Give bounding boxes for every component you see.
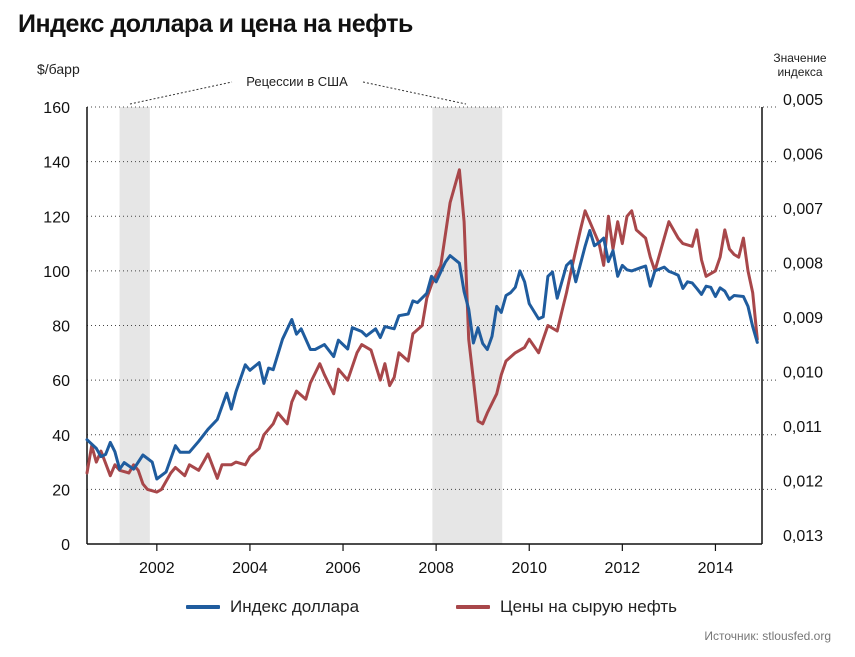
right-tick-label: 0,012: [783, 474, 823, 491]
left-tick-label: 40: [52, 428, 70, 445]
left-tick-label: 60: [52, 373, 70, 390]
right-tick-label: 0,008: [783, 256, 823, 273]
x-tick-label: 2004: [232, 560, 268, 577]
recession-label-leader-right: [362, 81, 467, 105]
right-tick-label: 0,007: [783, 201, 823, 218]
recession-band-1: [119, 107, 150, 544]
left-tick-label: 120: [43, 209, 70, 226]
right-tick-label: 0,013: [783, 528, 823, 545]
right-axis-label-line2: индекса: [777, 65, 822, 79]
legend-oil-swatch: [456, 605, 490, 609]
x-tick-label: 2002: [139, 560, 175, 577]
legend-dollar-swatch: [186, 605, 220, 609]
legend-dollar-label: Индекс доллара: [230, 597, 360, 616]
series-oil-price-line: [85, 168, 759, 494]
left-axis-label: $/барр: [37, 61, 80, 77]
left-tick-label: 100: [43, 264, 70, 281]
x-tick-label: 2008: [418, 560, 454, 577]
right-axis-label-line1: Значение: [773, 51, 827, 65]
left-tick-label: 160: [43, 100, 70, 117]
left-tick-label: 0: [61, 537, 70, 554]
chart-title: Индекс доллара и цена на нефть: [18, 10, 413, 38]
x-tick-label: 2012: [605, 560, 641, 577]
x-tick-label: 2006: [325, 560, 361, 577]
x-tick-label: 2010: [511, 560, 547, 577]
source-note: Источник: stlousfed.org: [704, 629, 831, 643]
recession-label-leader-left: [129, 81, 233, 105]
legend-oil-label: Цены на сырую нефть: [500, 597, 677, 616]
legend-oil: Цены на сырую нефть: [456, 597, 677, 617]
left-tick-label: 20: [52, 482, 70, 499]
right-tick-label: 0,011: [783, 419, 822, 436]
series-dollar-index-line: [85, 229, 759, 481]
legend-dollar: Индекс доллара: [186, 597, 359, 617]
right-tick-label: 0,005: [783, 92, 823, 109]
x-tick-label: 2014: [698, 560, 734, 577]
right-tick-label: 0,006: [783, 147, 823, 164]
left-tick-label: 80: [52, 319, 70, 336]
right-tick-label: 0,010: [783, 365, 823, 382]
left-tick-label: 140: [43, 155, 70, 172]
recession-label: Рецессии в США: [246, 74, 348, 89]
right-tick-label: 0,009: [783, 310, 823, 327]
